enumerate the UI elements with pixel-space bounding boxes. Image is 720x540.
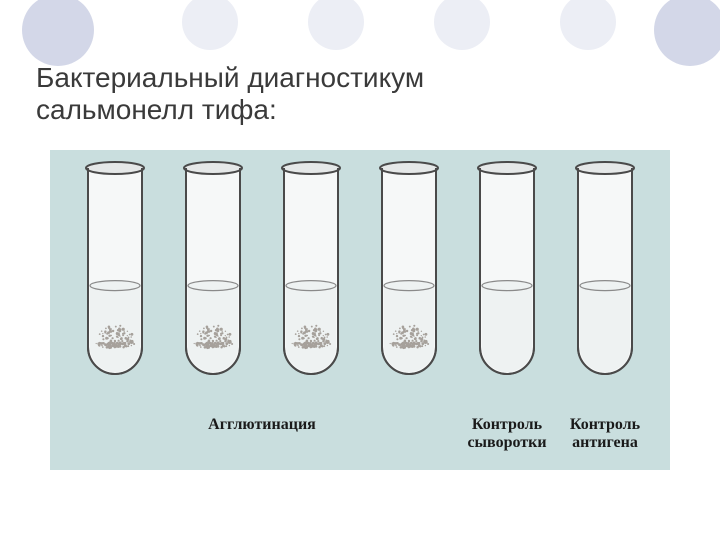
test-tube [71,158,159,378]
test-tube [463,158,551,378]
tube-label: Агглютинация [71,416,453,451]
test-tube [169,158,257,378]
page-title: Бактериальный диагностикум сальмонелл ти… [36,62,424,126]
decor-circle [654,0,720,66]
agglutination-diagram: АгглютинацияКонтрольсывороткиКонтрольант… [50,150,670,470]
tube-label: Контрольантигена [561,416,649,451]
decor-circle [560,0,616,50]
tube-label-line: Контроль [561,416,649,434]
decor-circle [308,0,364,50]
decor-circle [182,0,238,50]
labels-row: АгглютинацияКонтрольсывороткиКонтрольант… [50,416,670,451]
decor-circle [22,0,94,66]
tube-label-line: сыворотки [463,434,551,452]
title-line-1: Бактериальный диагностикум [36,62,424,94]
decor-circle [434,0,490,50]
tube-label-line: Контроль [463,416,551,434]
tube-label-line: антигена [561,434,649,452]
test-tube [561,158,649,378]
tube-label: Контрольсыворотки [463,416,551,451]
title-line-2: сальмонелл тифа: [36,94,424,126]
test-tube [267,158,355,378]
test-tube [365,158,453,378]
tube-label-line: Агглютинация [71,416,453,434]
tubes-row [50,150,670,410]
header-decor [0,0,720,70]
